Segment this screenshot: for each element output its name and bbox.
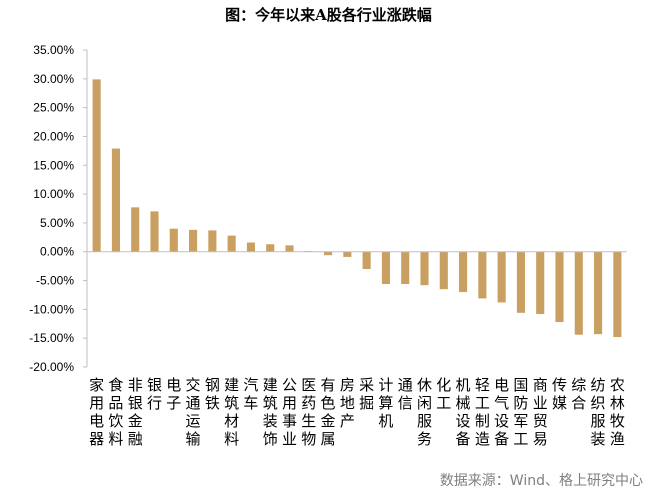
y-tick-label: 30.00% [33,72,74,86]
x-category-label: 房地产 [340,376,355,430]
bar [246,242,255,252]
x-category-label: 钢铁 [205,376,220,412]
bar [420,251,429,286]
bar [150,211,159,252]
x-category-label: 综合 [571,376,586,412]
bar [227,235,236,252]
bar [208,230,217,252]
bar [111,148,120,252]
bar [459,251,468,293]
x-axis-category-labels: 家用电器食品饮料非银金融银行电子交通运输钢铁建筑材料汽车建筑装饰公用事业医药生物… [89,376,625,448]
source-note: 数据来源：Wind、格上研究中心 [439,473,643,489]
x-category-label: 机械设备 [456,376,471,448]
x-category-label: 轻工制造 [475,376,490,448]
y-tick-label: 5.00% [40,216,74,230]
x-category-label: 传媒 [552,376,567,412]
bar [189,229,198,252]
x-category-label: 交通运输 [186,376,201,448]
bar [613,251,622,338]
x-category-label: 化工 [436,376,451,412]
bar [131,207,140,252]
x-category-label: 家用电器 [89,376,104,448]
x-category-label: 公用事业 [282,376,297,448]
x-category-label: 建筑装饰 [263,376,278,448]
x-category-label: 计算机 [378,376,393,430]
y-tick-label: 35.00% [33,43,74,57]
bar [594,251,603,335]
y-tick-label: 0.00% [40,245,74,259]
bar [536,251,545,314]
y-tick-label: -15.00% [29,331,74,345]
bar [401,251,410,285]
x-category-label: 建筑材料 [224,376,239,448]
bar [362,251,371,270]
x-category-label: 采掘 [359,376,374,412]
y-tick-label: 25.00% [33,101,74,115]
bar [439,251,448,290]
x-category-label: 食品饮料 [108,376,123,448]
bar [343,251,352,257]
bar [285,245,294,252]
y-tick-label: -20.00% [29,360,74,374]
x-category-label: 国防军工 [513,376,528,448]
y-tick-label: 10.00% [33,187,74,201]
x-category-label: 商业贸易 [533,376,548,448]
x-category-label: 有色金属 [321,376,336,448]
bar [169,228,178,252]
x-category-label: 汽车 [243,376,258,412]
y-tick-label: -10.00% [29,302,74,316]
bar [497,251,506,303]
bars [92,79,622,338]
x-category-label: 休闲服务 [417,376,432,448]
y-axis-tick-labels: 35.00% 30.00% 25.00% 20.00% 15.00% 10.00% 5.00… [29,43,87,374]
y-tick-label: 15.00% [33,158,74,172]
bar [381,251,390,285]
bar [516,251,525,313]
bar [555,251,564,323]
y-tick-label: 20.00% [33,129,74,143]
bar [92,79,101,252]
bar [266,244,275,252]
y-tick-label: -5.00% [36,274,74,288]
x-category-label: 非银金融 [128,376,143,448]
chart-title: 图：今年以来A股各行业涨跌幅 [225,6,432,24]
x-category-label: 电气设备 [494,376,509,448]
bar [478,251,487,299]
x-category-label: 银行 [147,376,162,412]
x-category-label: 纺织服装 [591,376,606,448]
x-category-label: 通信 [398,376,413,412]
x-category-label: 医药生物 [301,376,316,448]
bar [574,251,583,335]
x-category-label: 农林牧渔 [610,376,625,448]
x-category-label: 电子 [166,376,181,412]
bar [324,251,333,256]
